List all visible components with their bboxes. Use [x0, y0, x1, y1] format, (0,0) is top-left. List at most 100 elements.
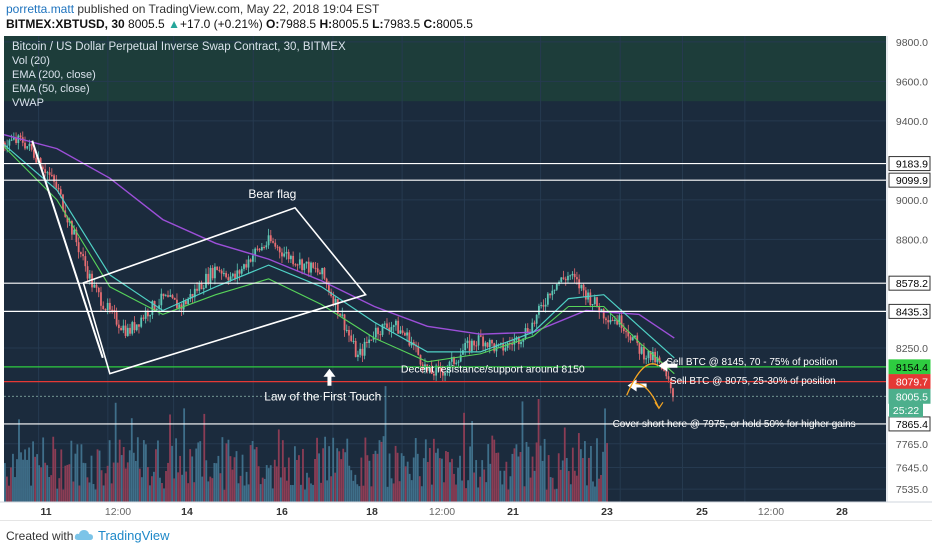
- candle-body: [444, 372, 446, 376]
- candle-body: [636, 335, 639, 343]
- candle-body: [562, 277, 565, 279]
- candle-body: [466, 340, 469, 343]
- candle-body: [258, 248, 261, 251]
- candle-body: [227, 277, 230, 281]
- volume-bar: [485, 482, 488, 502]
- symbol-name: BITMEX:XBTUSD, 30: [6, 17, 125, 31]
- candle-body: [473, 340, 476, 346]
- candle-body: [345, 329, 348, 331]
- volume-bar: [54, 448, 57, 502]
- volume-bar: [155, 449, 157, 502]
- candle-body: [593, 297, 596, 305]
- candle-body: [173, 297, 176, 300]
- volume-bar: [322, 448, 324, 502]
- candle-body: [314, 267, 317, 269]
- candle-body: [341, 314, 344, 316]
- volume-bar: [10, 467, 12, 502]
- volume-bar: [16, 459, 18, 502]
- level-price-label: 9183.9: [896, 159, 928, 171]
- volume-bar: [366, 455, 369, 502]
- volume-bar: [598, 478, 600, 502]
- volume-bar: [211, 478, 214, 502]
- candle-body: [124, 325, 127, 336]
- annotation-sell2: Sell BTC @ 8075, 25-30% of position: [670, 376, 836, 387]
- candle-body: [120, 327, 122, 331]
- candle-body: [109, 302, 111, 310]
- volume-bar: [253, 449, 256, 502]
- volume-bar: [291, 485, 294, 502]
- volume-bar: [455, 484, 457, 502]
- volume-bar: [189, 449, 192, 502]
- volume-bar: [36, 454, 39, 502]
- volume-bar: [86, 477, 89, 502]
- volume-bar: [426, 461, 429, 502]
- tradingview-brand[interactable]: TradingView: [98, 528, 170, 543]
- volume-bar: [8, 485, 10, 502]
- candle-body: [200, 283, 203, 290]
- volume-bar: [354, 474, 357, 502]
- legend-entry: Vol (20): [12, 55, 50, 67]
- volume-bar: [261, 477, 264, 502]
- candle-body: [57, 187, 60, 190]
- volume-bar: [171, 445, 173, 502]
- volume-bar: [443, 482, 445, 502]
- candle-body: [468, 340, 471, 352]
- candle-body: [386, 323, 388, 328]
- chart-area[interactable]: Bear flag Law of the First Touch Decent re…: [0, 34, 932, 520]
- volume-bar: [561, 460, 564, 502]
- candle-body: [46, 172, 49, 174]
- volume-bar: [257, 466, 260, 502]
- volume-bar: [56, 488, 59, 502]
- volume-bar: [308, 477, 310, 502]
- volume-bar: [217, 455, 220, 502]
- volume-bar: [38, 465, 41, 502]
- volume-bar: [153, 471, 155, 502]
- x-tick-label: 18: [366, 506, 378, 518]
- candle-body: [406, 332, 408, 336]
- candle-body: [470, 340, 473, 352]
- volume-bar: [310, 483, 312, 502]
- volume-bar: [302, 448, 304, 502]
- volume-bar: [165, 471, 167, 502]
- volume-bar: [136, 437, 139, 502]
- candle-body: [252, 255, 254, 262]
- volume-bar: [420, 486, 423, 502]
- level-price-label: 8079.7: [896, 377, 928, 389]
- candle-body: [627, 331, 630, 337]
- author-link[interactable]: porretta.matt: [6, 2, 75, 16]
- x-tick-label: 12:00: [429, 506, 455, 518]
- price-chart[interactable]: Bear flag Law of the First Touch Decent re…: [0, 34, 932, 520]
- volume-bar: [203, 413, 206, 502]
- candle-body: [482, 336, 484, 347]
- candle-body: [276, 246, 279, 248]
- candle-body: [82, 254, 85, 257]
- level-price-label: 7865.4: [896, 419, 928, 431]
- candle-body: [97, 287, 100, 293]
- volume-bar: [179, 455, 182, 502]
- volume-bar: [418, 476, 421, 502]
- candle-body: [160, 293, 163, 306]
- level-price-tag: [888, 275, 931, 291]
- volume-bar: [281, 440, 284, 502]
- candle-body: [272, 241, 274, 243]
- candle-body: [184, 301, 187, 305]
- candle-body: [596, 297, 598, 307]
- volume-bar: [565, 458, 568, 502]
- open-value: 7988.5: [279, 17, 317, 31]
- candle-body: [8, 140, 11, 146]
- candle-body: [249, 259, 252, 262]
- volume-bar: [525, 442, 528, 502]
- candle-body: [602, 309, 605, 319]
- volume-bar: [592, 481, 594, 502]
- candle-body: [511, 343, 514, 345]
- candle-body: [332, 296, 335, 305]
- volume-bar: [378, 440, 381, 502]
- candle-body: [274, 242, 277, 247]
- chart-header: porretta.matt published on TradingView.c…: [0, 0, 932, 34]
- candle-body: [430, 366, 433, 374]
- candle-body: [312, 262, 315, 268]
- volume-bar: [557, 453, 560, 502]
- volume-bar: [563, 427, 566, 502]
- candle-body: [198, 283, 201, 291]
- x-tick-label: 12:00: [105, 506, 131, 518]
